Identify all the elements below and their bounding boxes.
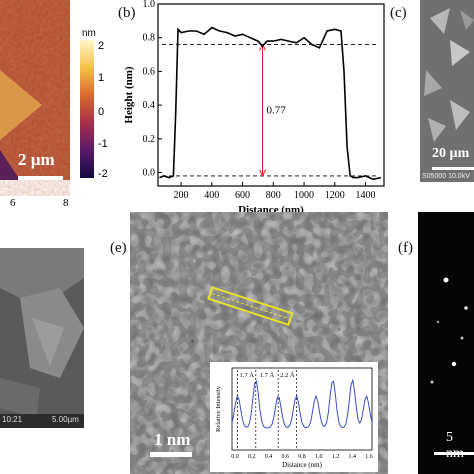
colorbar-tick: 0	[98, 106, 105, 118]
inset-x-tick-label: 1.2	[332, 454, 340, 460]
colorbar-tick: 1	[98, 72, 105, 84]
spacing-annotation: 1.7 Å	[260, 371, 275, 379]
colorbar-tick: 2	[98, 40, 105, 52]
x-tick-label: 1400	[356, 190, 376, 201]
height-marker-arrow	[259, 43, 266, 51]
y-tick-label: 0.4	[143, 100, 156, 111]
inset-x-tick-label: 1.4	[349, 454, 357, 460]
panel-b-height-profile-chart: 0.77 200 400 600 800 1000 1200 1400 0.0 0.2 0.4 0.6…	[123, 0, 385, 216]
inset-x-tick-label: 0.0	[231, 454, 239, 460]
spacing-annotation: 1.7 Å	[239, 371, 254, 379]
panel-e-intensity-inset: 1.7 Å 1.7 Å 2.2 Å 0.0 0.2 0.4 0.6 0.8 1.0 1.2 1.4 1…	[210, 362, 378, 472]
panel-b-label: (b)	[118, 5, 136, 21]
panel-c-scalebar	[432, 167, 474, 170]
x-tick-label: 1000	[294, 190, 314, 201]
sem-triangles	[420, 0, 474, 182]
panel-f-scalebar	[434, 452, 474, 455]
panel-a-afm-image	[0, 0, 70, 196]
panel-e-label: (e)	[110, 240, 127, 256]
height-profile-line	[159, 26, 382, 181]
panel-f-label: (f)	[398, 240, 413, 256]
panel-a-scalebar-label: 2 µm	[18, 150, 55, 169]
panel-a-xtick: 8	[63, 197, 69, 209]
panel-a-xtick: 6	[10, 197, 16, 209]
spacing-annotation: 2.2 Å	[280, 371, 295, 379]
inset-frame	[231, 367, 373, 451]
panel-c-scalebar-label: 20 µm	[432, 146, 470, 161]
inset-y-axis-label: Relative Intensity	[215, 385, 222, 432]
panel-a-scalebar	[18, 176, 63, 180]
inset-x-axis-label: Distance (nm)	[282, 461, 323, 469]
y-tick-label: 0.2	[143, 134, 156, 145]
inset-x-tick-label: 0.8	[298, 454, 306, 460]
y-tick-label: 0.0	[143, 168, 156, 179]
panel-a-colorbar-unit: nm	[82, 28, 96, 39]
colorbar-tick: -2	[98, 168, 108, 180]
y-axis-label: Height (nm)	[123, 66, 135, 123]
line-profile-marker	[207, 286, 294, 326]
sem-flakes	[0, 248, 84, 428]
colorbar-tick: -1	[98, 138, 108, 150]
panel-e-scalebar-label: 1 nm	[154, 430, 191, 449]
panel-c-sem-image	[420, 0, 474, 182]
y-tick-label: 0.8	[143, 33, 156, 44]
panel-d-footer-left: 10:21	[2, 415, 23, 424]
x-tick-label: 800	[266, 190, 281, 201]
y-tick-label: 0.6	[143, 66, 156, 77]
panel-d-footer-right: 5.00µm	[52, 415, 79, 424]
afm-image	[0, 0, 70, 180]
inset-x-tick-label: 1.6	[365, 454, 373, 460]
bright-dots	[430, 277, 468, 384]
y-tick-label: 1.0	[143, 0, 156, 10]
panel-c-label: (c)	[390, 5, 407, 21]
hrtem-lattice	[130, 212, 388, 474]
panel-e-scalebar	[150, 452, 192, 457]
panel-a-colorbar	[80, 40, 94, 178]
height-marker-arrow	[259, 169, 266, 178]
intensity-profile-line	[231, 378, 373, 429]
inset-x-tick-label: 0.2	[248, 454, 256, 460]
panel-e-hrtem-image	[130, 212, 388, 474]
inset-x-tick-label: 0.4	[265, 454, 273, 460]
height-annotation: 0.77	[267, 105, 287, 117]
inset-background	[210, 362, 378, 472]
panel-d-sem-image	[0, 248, 84, 428]
panel-f-scalebar-label: 5 nm	[446, 430, 464, 461]
panel-f-haadf-image	[418, 212, 474, 474]
inset-x-tick-label: 1.0	[315, 454, 323, 460]
x-tick-label: 400	[204, 190, 219, 201]
panel-c-footer: S05000 10.0kV	[422, 173, 470, 180]
x-tick-label: 600	[235, 190, 250, 201]
plot-frame	[157, 3, 385, 187]
inset-x-tick-label: 0.6	[282, 454, 290, 460]
x-tick-label: 1200	[325, 190, 345, 201]
x-tick-label: 200	[174, 190, 189, 201]
